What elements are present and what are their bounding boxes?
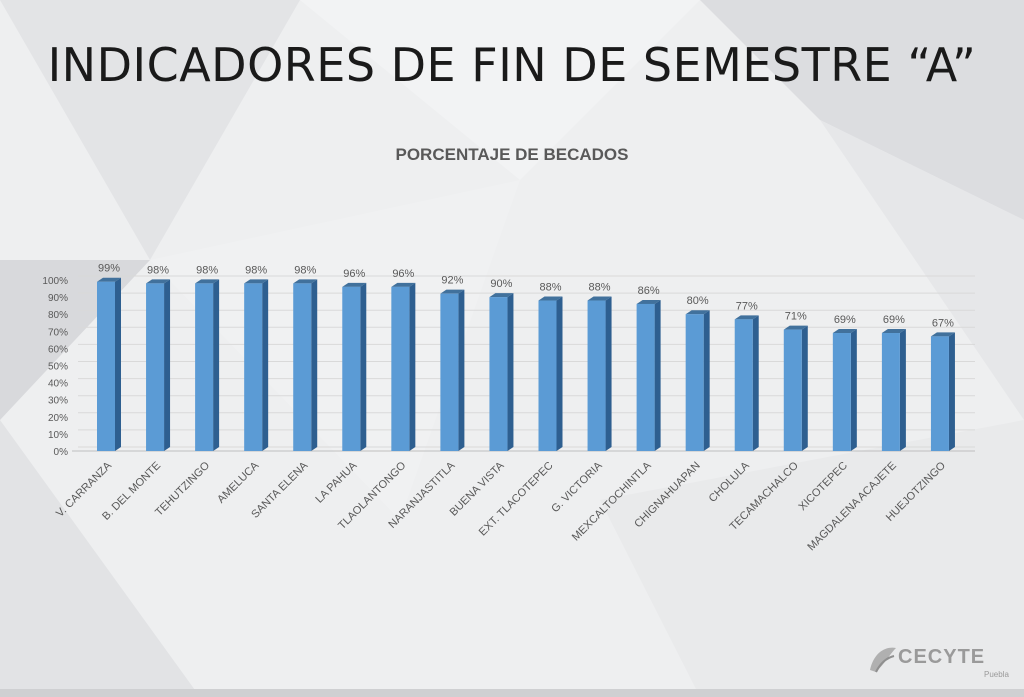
category-label: CHOLULA — [707, 459, 753, 505]
bar-side — [703, 310, 710, 451]
category-label: XICOTEPEC — [797, 460, 850, 513]
y-tick-label: 90% — [48, 293, 68, 304]
logo-subtitle: Puebla — [984, 670, 1009, 679]
bar-top — [146, 279, 171, 284]
y-tick-label: 50% — [48, 362, 68, 373]
bar-top — [636, 299, 661, 304]
bar-side — [458, 289, 465, 451]
data-label: 71% — [785, 311, 807, 323]
category-label: MEXCALTOCHINTLA — [570, 459, 654, 543]
bar — [636, 303, 655, 451]
data-label: 96% — [392, 268, 414, 280]
bar-top — [783, 325, 808, 330]
y-tick-label: 20% — [48, 413, 68, 424]
y-tick-label: 60% — [48, 344, 68, 355]
bar-side — [899, 329, 906, 451]
data-label: 86% — [638, 285, 660, 297]
data-label: 67% — [932, 317, 954, 329]
y-tick-label: 30% — [48, 396, 68, 407]
y-tick-label: 80% — [48, 310, 68, 321]
bar — [930, 336, 949, 451]
bar-side — [262, 279, 269, 451]
bar-side — [948, 332, 955, 451]
bar-top — [734, 315, 759, 320]
bar — [97, 281, 115, 451]
bar-top — [97, 277, 121, 282]
data-label: 88% — [539, 282, 561, 294]
bar-top — [440, 289, 465, 294]
data-label: 98% — [196, 264, 218, 276]
bar-top — [489, 293, 514, 298]
category-label: G. VICTORIA — [549, 459, 605, 515]
logo-wordmark: CECYTE — [898, 646, 986, 668]
bar-side — [409, 282, 416, 451]
bar — [244, 283, 263, 451]
bar — [538, 300, 557, 451]
data-label: 99% — [98, 263, 120, 275]
data-label: 90% — [490, 278, 512, 290]
bar-side — [360, 282, 367, 451]
bar — [783, 329, 802, 451]
bottom-rule — [0, 689, 1024, 697]
bar — [734, 319, 753, 451]
data-label: 98% — [147, 264, 169, 276]
bar — [391, 286, 410, 451]
data-label: 98% — [245, 264, 267, 276]
bar-side — [556, 296, 563, 451]
bar — [293, 283, 312, 451]
bar-top — [538, 296, 563, 301]
bar-top — [195, 279, 220, 284]
bar — [685, 314, 704, 451]
data-label: 88% — [589, 282, 611, 294]
bar — [587, 300, 606, 451]
y-tick-label: 40% — [48, 379, 68, 390]
bar — [881, 333, 900, 451]
bar-side — [507, 293, 514, 451]
y-tick-label: 10% — [48, 430, 68, 441]
bar-side — [752, 315, 759, 451]
data-label: 96% — [343, 268, 365, 280]
y-tick-label: 70% — [48, 327, 68, 338]
bar-top — [587, 296, 612, 301]
bar-top — [832, 329, 857, 334]
bar-top — [342, 282, 367, 287]
bar-top — [881, 329, 906, 334]
bar-top — [391, 282, 416, 287]
slide-title: INDICADORES DE FIN DE SEMESTRE “A” — [47, 38, 977, 92]
bar-top — [293, 279, 318, 284]
cecyte-logo: CECYTE Puebla — [866, 640, 1016, 680]
bar-top — [930, 332, 955, 337]
bar-side — [213, 279, 220, 451]
bar — [146, 283, 165, 451]
data-label: 80% — [687, 295, 709, 307]
data-label: 69% — [883, 314, 905, 326]
category-label: LA PAHUA — [313, 459, 359, 505]
y-tick-label: 0% — [54, 447, 69, 458]
bar-side — [850, 329, 857, 451]
data-label: 77% — [736, 300, 758, 312]
category-label: MAGDALENA ACAJETE — [805, 460, 899, 554]
bar-side — [605, 296, 612, 451]
bar-side — [801, 325, 808, 451]
bar-side — [311, 279, 318, 451]
bar-top — [244, 279, 269, 284]
bar-side — [164, 279, 171, 451]
bar-side — [654, 299, 661, 451]
bar — [195, 283, 214, 451]
data-label: 92% — [441, 275, 463, 287]
bar — [342, 286, 361, 451]
chart-title: PORCENTAJE DE BECADOS — [395, 145, 629, 164]
data-label: 98% — [294, 264, 316, 276]
bar-top — [685, 310, 710, 315]
category-label: AMELUCA — [215, 459, 262, 506]
leaf-logo-icon — [870, 647, 896, 673]
bar — [440, 293, 459, 451]
y-tick-label: 100% — [42, 276, 68, 287]
bar — [489, 297, 508, 451]
bar — [832, 333, 851, 451]
data-label: 69% — [834, 314, 856, 326]
bar-side — [115, 277, 121, 451]
